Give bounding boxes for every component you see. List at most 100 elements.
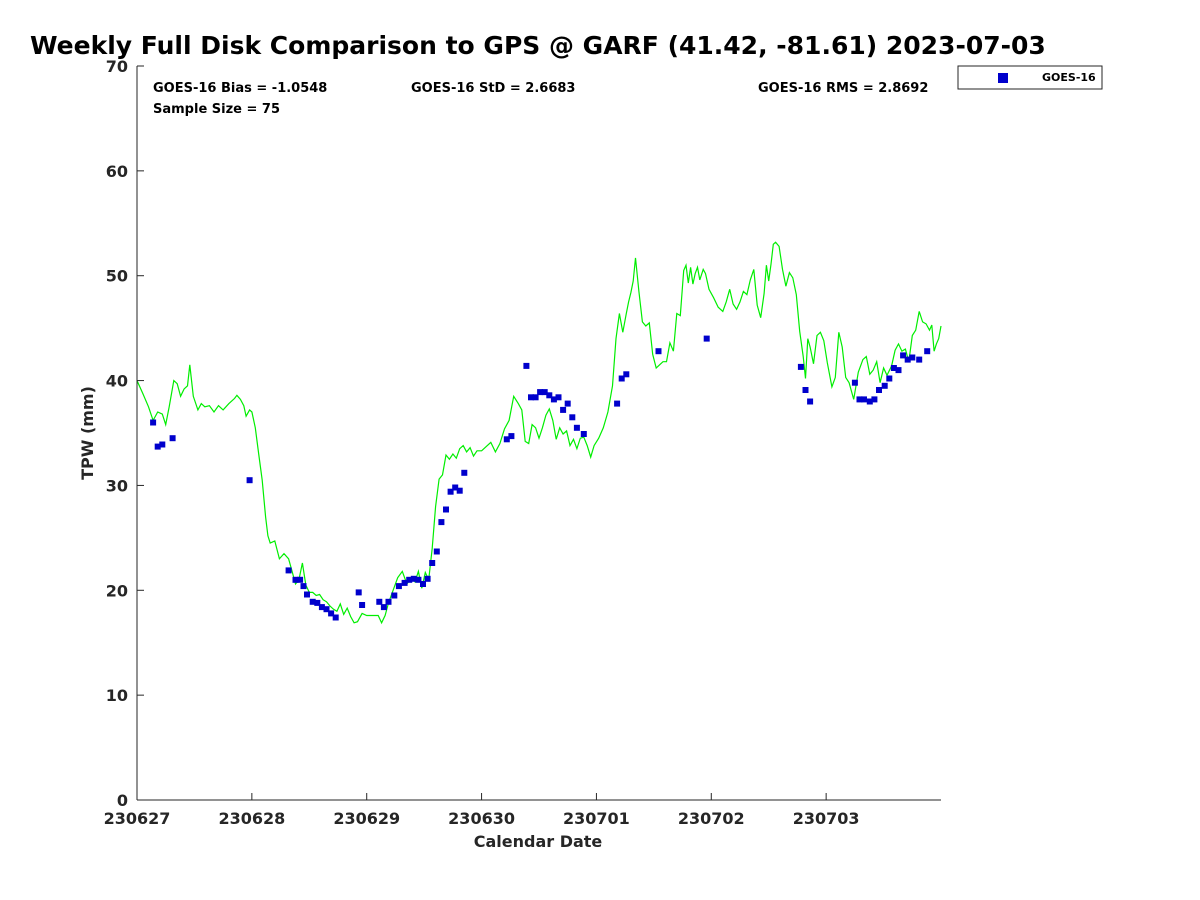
goes-point (807, 398, 814, 405)
goes-point (900, 352, 907, 359)
goes-point (452, 484, 459, 491)
y-tick-label: 30 (106, 476, 128, 495)
goes-point (703, 335, 710, 342)
legend-box (957, 65, 1103, 90)
plot-area (136, 241, 942, 625)
goes-point (429, 560, 436, 566)
y-axis-label: TPW (mm) (78, 386, 97, 480)
x-tick-label: 230702 (678, 809, 745, 828)
goes-point (881, 382, 888, 389)
goes-point (564, 400, 571, 407)
x-tick-label: 230703 (793, 809, 860, 828)
goes-point (856, 396, 863, 403)
goes-point (580, 431, 587, 437)
goes-point (355, 589, 362, 596)
y-tick-label: 50 (106, 267, 128, 286)
goes-point (304, 591, 310, 598)
y-tick-label: 60 (106, 162, 128, 181)
y-tick-label: 10 (106, 686, 128, 705)
goes-point (541, 389, 548, 396)
goes-point (438, 519, 445, 526)
sample-size-stat: Sample Size = 75 (153, 102, 280, 117)
std-stat: GOES-16 StD = 2.6683 (411, 81, 575, 96)
goes-point (909, 354, 916, 361)
goes-point (385, 598, 392, 605)
goes-point (560, 406, 567, 413)
goes-point (532, 394, 539, 401)
goes-point (415, 576, 422, 583)
legend-marker-goes (998, 73, 1008, 83)
goes-point (420, 581, 426, 587)
goes-point (323, 606, 330, 613)
goes-point (424, 575, 431, 582)
x-tick-label: 230627 (104, 809, 171, 828)
x-tick-label: 230701 (563, 809, 630, 828)
goes-point (550, 396, 557, 403)
axes: 0 10 20 30 40 50 60 70 230627 230628 230629 230630… (104, 57, 941, 828)
goes-point (401, 579, 408, 586)
goes-point (508, 433, 515, 440)
goes-point (447, 488, 454, 495)
goes-point (433, 548, 440, 555)
x-tick-label: 230629 (333, 809, 400, 828)
goes-point (297, 576, 304, 583)
goes-point (876, 387, 882, 393)
bias-stat: GOES-16 Bias = -1.0548 (153, 81, 327, 96)
goes-point (861, 396, 867, 403)
gps-series (136, 241, 942, 625)
goes-point (246, 477, 253, 484)
goes-point (169, 435, 176, 442)
goes-point (924, 348, 931, 355)
x-axis-label: Calendar Date (474, 832, 603, 851)
gps-line (136, 241, 942, 625)
goes-point (406, 576, 413, 583)
goes-point (851, 379, 858, 386)
chart-title: Weekly Full Disk Comparison to GPS @ GAR… (30, 31, 1046, 60)
goes-point (159, 441, 166, 448)
goes-point (376, 598, 383, 605)
y-ticks: 0 10 20 30 40 50 60 70 (106, 57, 144, 810)
goes-point (904, 356, 911, 363)
goes-point (391, 592, 398, 599)
goes-point (895, 367, 902, 374)
goes-point (314, 599, 321, 606)
goes-point (503, 436, 510, 443)
goes-point (443, 506, 449, 513)
y-tick-label: 0 (117, 791, 128, 810)
goes-point (546, 392, 553, 399)
goes-point (573, 424, 580, 431)
goes-point (655, 348, 662, 355)
goes-point (866, 398, 873, 405)
rms-stat: GOES-16 RMS = 2.8692 (758, 81, 928, 96)
goes-point (380, 604, 387, 611)
goes-point (528, 394, 534, 401)
y-tick-label: 20 (106, 581, 128, 600)
goes-point (523, 362, 530, 369)
goes-point (890, 365, 897, 371)
goes-point (797, 363, 804, 370)
goes-point (154, 443, 161, 450)
goes-point (456, 487, 463, 494)
goes-point (285, 567, 292, 574)
x-ticks: 230627 230628 230629 230630 230701 230702 2307… (104, 793, 860, 828)
goes-point (623, 371, 630, 378)
goes-point (395, 583, 402, 590)
goes-point (410, 575, 417, 582)
goes-point (569, 414, 576, 421)
goes-point (461, 469, 468, 476)
goes-point (359, 602, 366, 608)
goes-point (292, 576, 299, 583)
goes-point (614, 400, 621, 407)
legend: GOES-16 (957, 65, 1103, 90)
goes-point (328, 610, 335, 617)
goes-point (618, 375, 625, 382)
goes-point (886, 375, 893, 382)
goes-point (871, 396, 878, 403)
y-tick-label: 40 (106, 372, 128, 391)
goes-point (300, 583, 307, 590)
goes-point (332, 614, 339, 621)
y-tick-label: 70 (106, 57, 128, 76)
x-tick-label: 230630 (448, 809, 515, 828)
goes-point (309, 598, 316, 605)
